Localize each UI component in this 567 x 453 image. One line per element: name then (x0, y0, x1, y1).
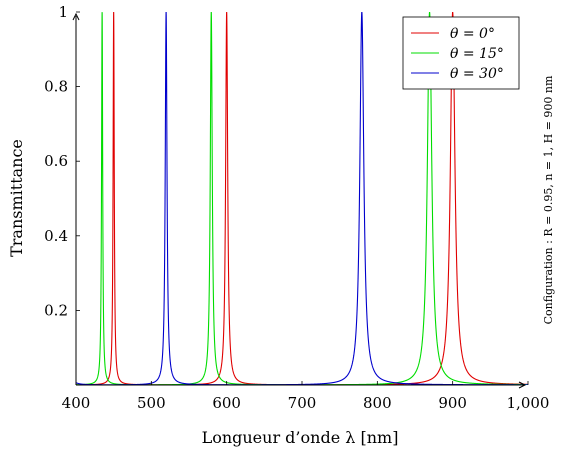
x-tick-label: 800 (363, 394, 392, 412)
x-axis-label: Longueur d’onde λ [nm] (202, 428, 399, 447)
x-tick-label: 400 (62, 394, 91, 412)
x-tick-label: 900 (438, 394, 467, 412)
legend-label-2: θ = 30° (450, 66, 504, 82)
y-tick-label: 0.8 (44, 78, 68, 96)
y-tick-label: 1 (58, 3, 68, 21)
x-tick-label: 600 (212, 394, 241, 412)
y-tick-label: 0.4 (44, 227, 68, 245)
configuration-annotation: Configuration : R = 0.95, n = 1, H = 900… (542, 75, 555, 324)
x-tick-label: 500 (137, 394, 166, 412)
y-tick-label: 0.2 (44, 301, 68, 319)
y-axis-label: Transmittance (7, 139, 26, 257)
y-axis-arrow (72, 12, 80, 21)
legend-label-0: θ = 0° (450, 26, 495, 42)
axes (72, 12, 527, 389)
x-tick-label: 700 (288, 394, 317, 412)
legend-box (402, 16, 520, 90)
y-tick-label: 0.6 (44, 152, 68, 170)
legend-label-1: θ = 15° (450, 46, 504, 62)
y-ticks: 0.2 0.4 0.6 0.8 1 (44, 3, 80, 319)
x-axis-arrow (518, 381, 527, 389)
x-ticks: 400 500 600 700 800 900 1,000 (62, 381, 550, 412)
x-tick-label: 1,000 (507, 394, 550, 412)
legend: θ = 0° θ = 15° θ = 30° (402, 16, 520, 90)
